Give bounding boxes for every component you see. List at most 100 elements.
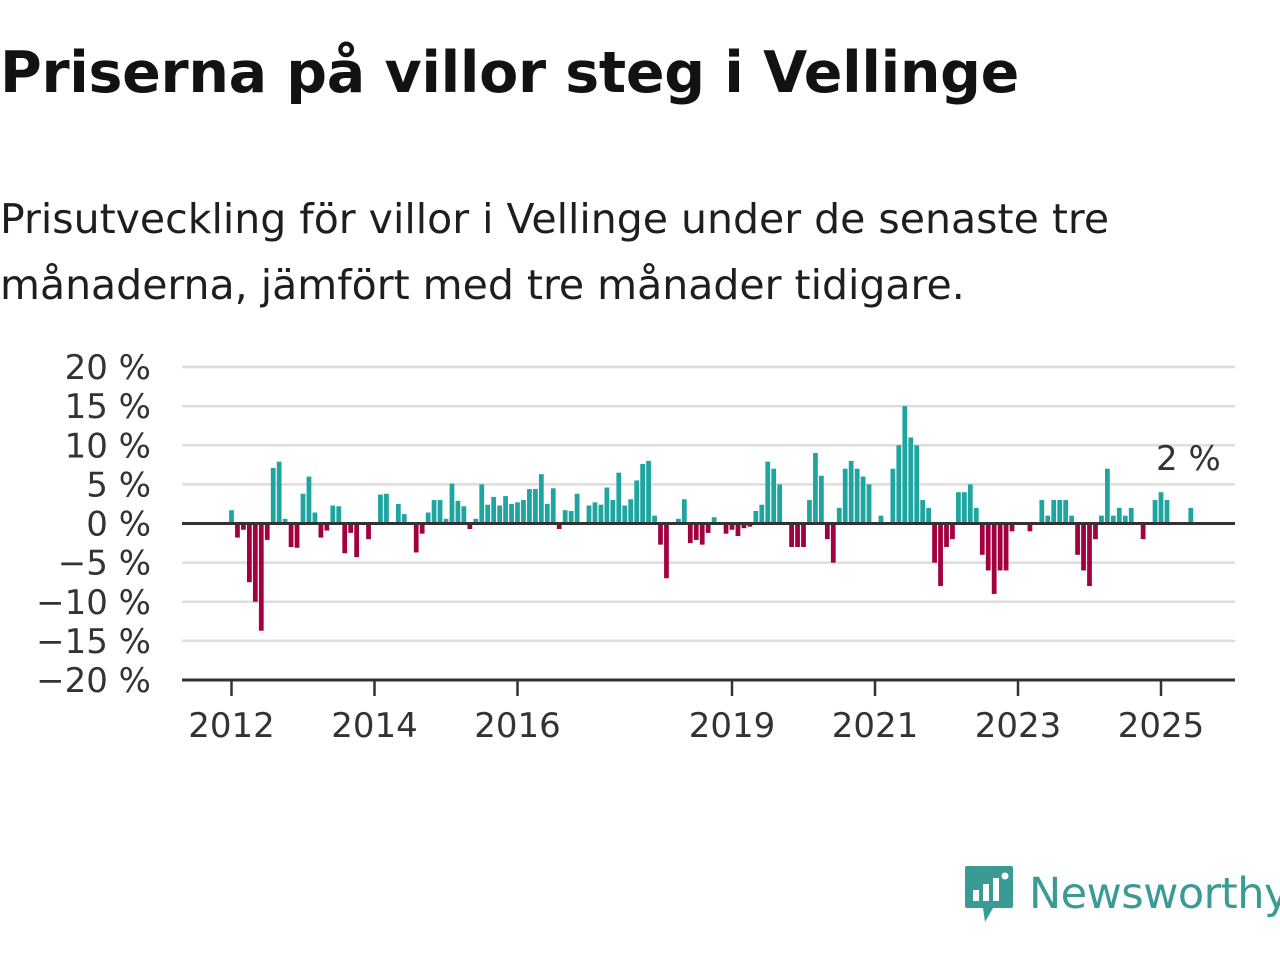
bar (634, 480, 640, 524)
bar (1087, 523, 1092, 587)
bar (824, 523, 830, 540)
bar (967, 484, 973, 524)
bar (467, 523, 473, 529)
bar (747, 523, 753, 527)
bar (294, 523, 300, 548)
bar (956, 492, 961, 524)
bar (395, 503, 401, 524)
bar (926, 507, 932, 524)
bar (830, 523, 836, 563)
bar (842, 468, 848, 524)
bar (473, 518, 479, 524)
bar (384, 493, 389, 524)
bar (401, 514, 407, 524)
bar (991, 523, 997, 594)
bar (574, 493, 580, 524)
bar (985, 523, 991, 571)
y-tick-label: −15 % (36, 622, 151, 662)
y-tick-label: 15 % (65, 387, 151, 427)
bar (1140, 523, 1146, 540)
bar (652, 515, 657, 524)
bar (419, 523, 425, 534)
bar (819, 475, 824, 524)
bar (485, 504, 491, 524)
bar (1075, 523, 1080, 555)
bar (544, 503, 550, 524)
bar (330, 505, 336, 524)
bar (610, 500, 616, 524)
bar (848, 460, 854, 524)
bar (282, 518, 288, 524)
bar (538, 474, 544, 524)
bar (431, 500, 437, 524)
bar (1051, 500, 1057, 524)
bar (264, 523, 270, 540)
bar (366, 523, 371, 540)
bar (1105, 468, 1110, 524)
y-tick-label: 0 % (86, 505, 151, 545)
bar (1057, 500, 1063, 524)
bar (598, 504, 604, 524)
x-axis-ticks: 2012 2014 2016 2019 2021 2023 2025 (188, 680, 1204, 746)
bar (944, 523, 949, 547)
bar (1027, 523, 1033, 532)
bar (586, 505, 592, 524)
bar (616, 472, 622, 524)
bar (592, 502, 598, 524)
bar (979, 523, 985, 555)
bar (300, 493, 306, 524)
bar (723, 523, 729, 534)
bar (550, 488, 556, 524)
y-tick-label: −20 % (36, 661, 151, 701)
bar (938, 523, 943, 587)
bar (711, 517, 717, 524)
bar (336, 506, 342, 524)
bar (699, 523, 705, 545)
bar (562, 510, 568, 524)
bar (527, 489, 532, 524)
bar (1063, 500, 1069, 524)
bar (1093, 523, 1098, 540)
bar (1116, 507, 1122, 524)
bar (1081, 523, 1086, 571)
bar (1099, 515, 1104, 524)
bar (741, 523, 747, 529)
bar (950, 523, 955, 540)
bar (515, 502, 520, 524)
bar (801, 523, 806, 547)
bar (813, 453, 818, 524)
bar (705, 523, 711, 533)
bar (1164, 500, 1170, 524)
bar (229, 510, 234, 524)
bar (568, 510, 574, 524)
bar (878, 515, 884, 524)
bar (920, 500, 926, 524)
bar (247, 523, 252, 583)
chart-subtitle: Prisutveckling för villor i Vellinge und… (0, 195, 1110, 309)
x-tick-label: 2014 (331, 706, 418, 746)
bar-chart: 20 %15 %10 %5 %0 %−5 %−10 %−15 %−20 % 20… (36, 348, 1235, 746)
bar (1152, 500, 1158, 524)
bar (348, 523, 354, 533)
bar (914, 445, 920, 524)
bar (729, 523, 735, 530)
bar (449, 483, 455, 524)
bar (735, 523, 741, 537)
bar (777, 484, 783, 524)
bar (759, 504, 765, 524)
y-axis-ticks: 20 %15 %10 %5 %0 %−5 %−10 %−15 %−20 % (36, 348, 151, 701)
bar (491, 496, 497, 524)
bar (789, 523, 794, 547)
bar (378, 494, 383, 524)
x-tick-label: 2025 (1118, 706, 1205, 746)
bar (1158, 492, 1164, 524)
bar (795, 523, 800, 547)
bar (461, 506, 467, 524)
bar (1122, 515, 1128, 524)
bar (1128, 507, 1134, 524)
bar (628, 499, 634, 524)
bar (973, 507, 979, 524)
bar (354, 523, 360, 558)
bar (807, 500, 812, 524)
bar (443, 518, 449, 524)
